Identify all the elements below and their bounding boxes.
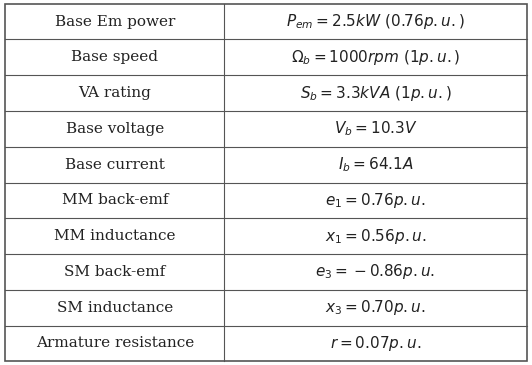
Bar	[5, 147, 225, 182]
Bar	[5, 4, 225, 39]
Text: $V_b = 10.3V$: $V_b = 10.3V$	[334, 119, 417, 138]
Bar	[5, 326, 225, 361]
Bar	[5, 290, 225, 326]
Text: $e_1 = 0.76p.u.$: $e_1 = 0.76p.u.$	[325, 191, 426, 210]
Bar	[225, 111, 527, 147]
Bar	[5, 111, 225, 147]
Bar	[5, 254, 225, 290]
Bar	[5, 75, 225, 111]
Text: $e_3 = -0.86p.u.$: $e_3 = -0.86p.u.$	[315, 262, 436, 281]
Bar	[225, 147, 527, 182]
Text: Base speed: Base speed	[71, 50, 159, 64]
Text: Base current: Base current	[65, 158, 165, 172]
Bar	[5, 39, 225, 75]
Bar	[225, 182, 527, 218]
Text: $r = 0.07p.u.$: $r = 0.07p.u.$	[330, 334, 421, 353]
Text: Armature resistance: Armature resistance	[36, 337, 194, 350]
Text: $x_1 = 0.56p.u.$: $x_1 = 0.56p.u.$	[325, 227, 426, 246]
Text: $S_b = 3.3kVA\ (1p.u.)$: $S_b = 3.3kVA\ (1p.u.)$	[300, 84, 451, 103]
Bar	[225, 4, 527, 39]
Text: MM inductance: MM inductance	[54, 229, 176, 243]
Bar	[225, 75, 527, 111]
Text: Base voltage: Base voltage	[65, 122, 164, 136]
Bar	[5, 218, 225, 254]
Text: MM back-emf: MM back-emf	[62, 193, 168, 207]
Bar	[225, 290, 527, 326]
Text: SM back-emf: SM back-emf	[64, 265, 165, 279]
Bar	[5, 182, 225, 218]
Bar	[225, 254, 527, 290]
Text: $P_{em} = 2.5kW\ (0.76p.u.)$: $P_{em} = 2.5kW\ (0.76p.u.)$	[286, 12, 465, 31]
Bar	[225, 218, 527, 254]
Text: $x_3 = 0.70p.u.$: $x_3 = 0.70p.u.$	[325, 298, 426, 317]
Text: SM inductance: SM inductance	[57, 301, 173, 315]
Text: $\Omega_b = 1000rpm\ (1p.u.)$: $\Omega_b = 1000rpm\ (1p.u.)$	[290, 48, 460, 67]
Text: $I_b = 64.1A$: $I_b = 64.1A$	[338, 155, 413, 174]
Bar	[225, 39, 527, 75]
Text: VA rating: VA rating	[78, 86, 151, 100]
Bar	[225, 326, 527, 361]
Text: Base Em power: Base Em power	[55, 15, 175, 28]
